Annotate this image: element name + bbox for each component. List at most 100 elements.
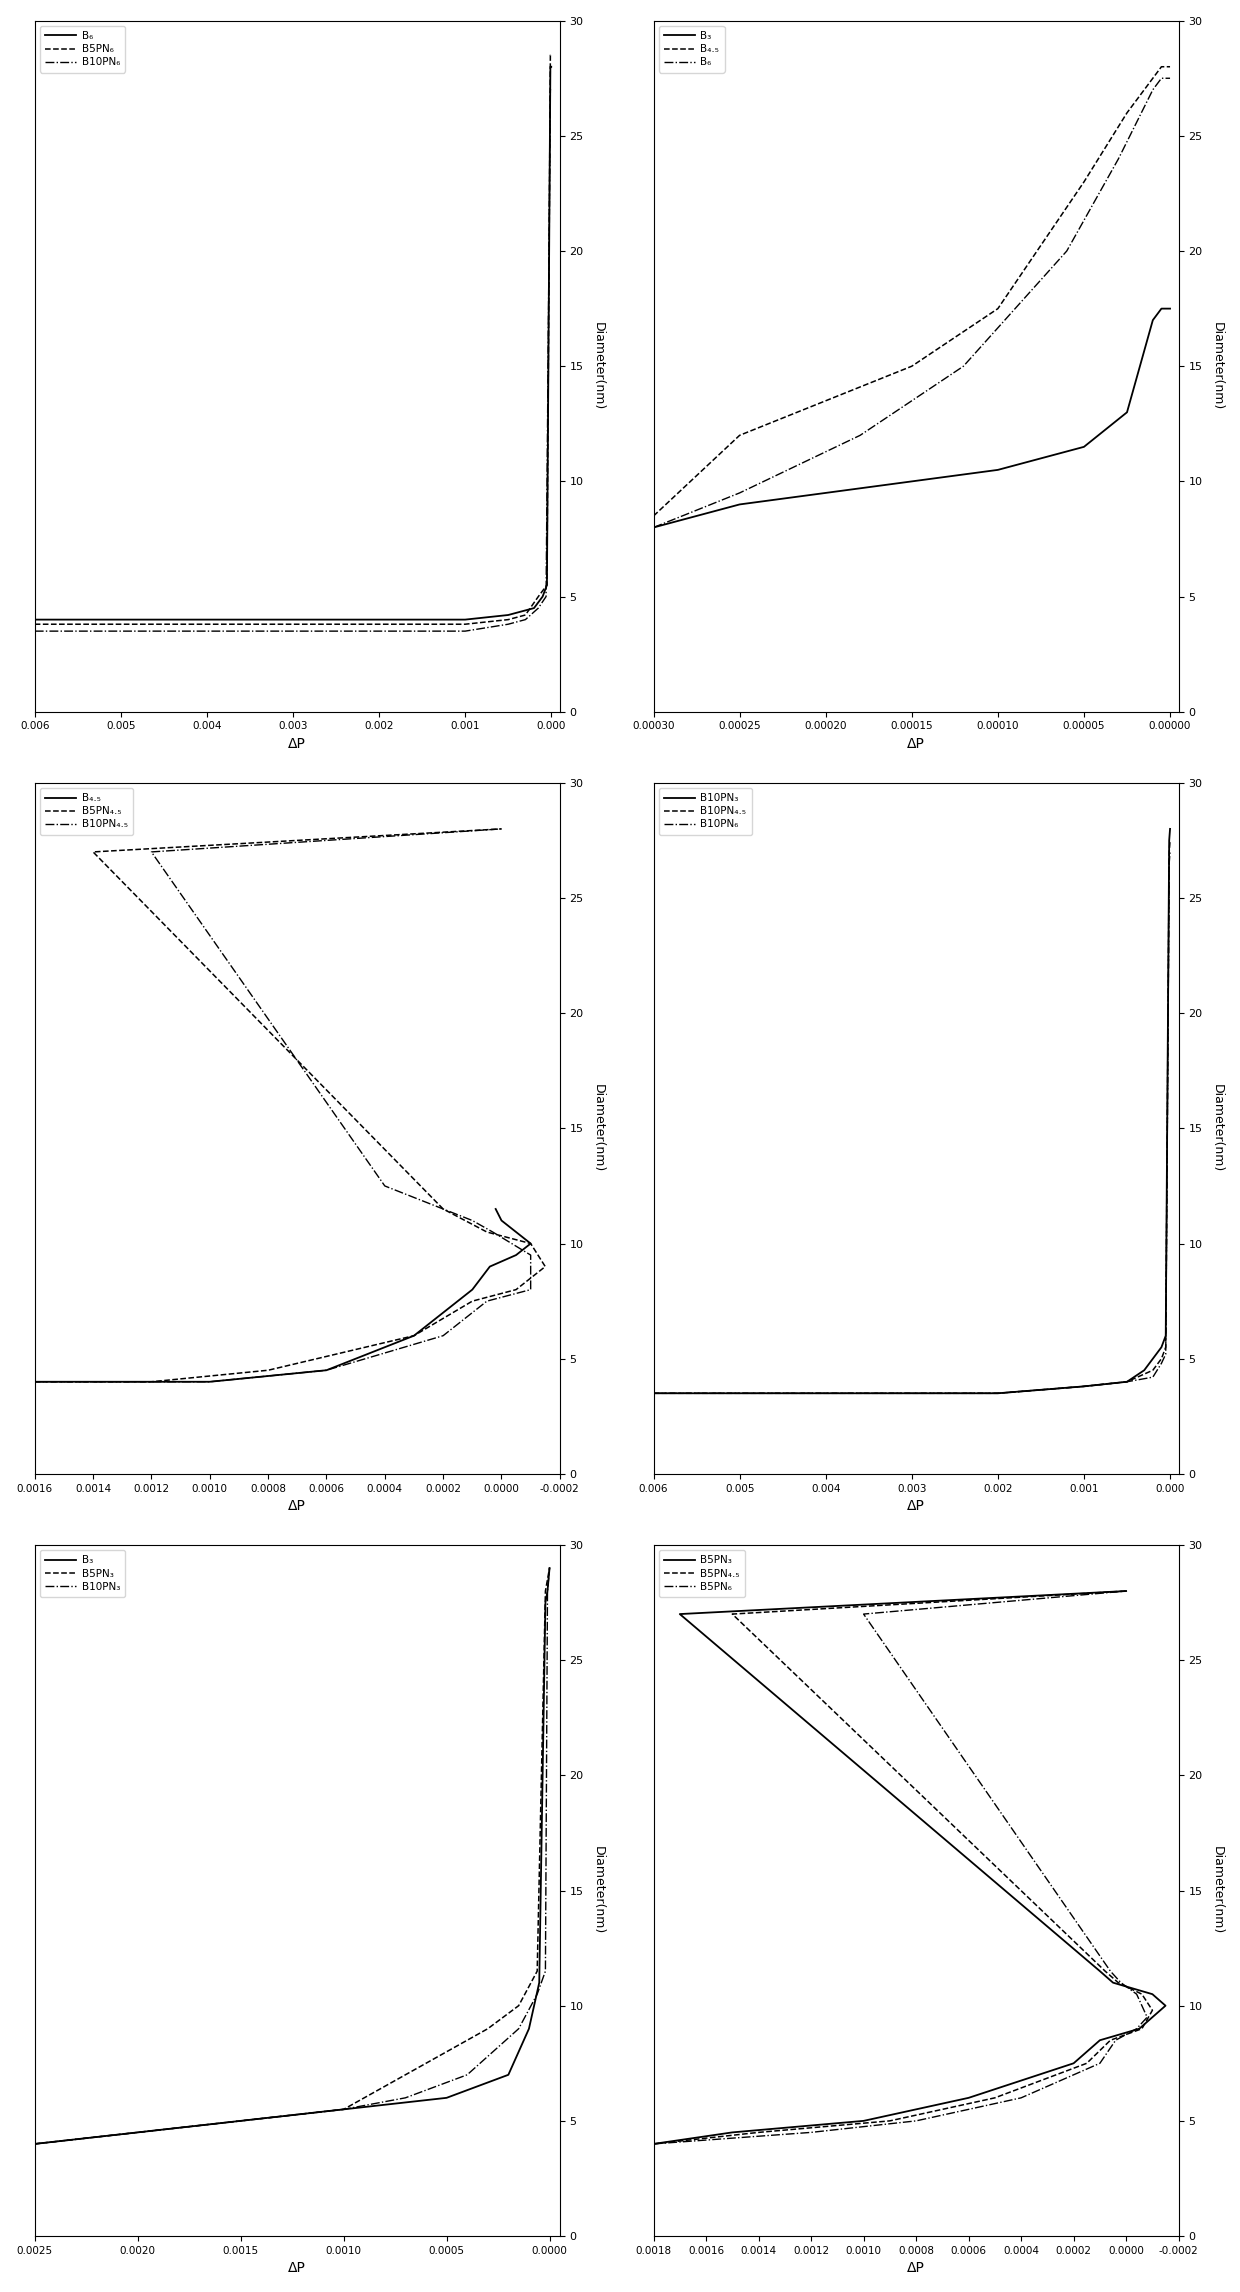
B10PN₄.₅: [732, 1380, 746, 1407]
B10PN₃: [511, 2015, 526, 2042]
B₆: [853, 422, 868, 449]
B10PN₃: [818, 1380, 833, 1407]
B₃: [233, 2106, 248, 2134]
B5PN₄.₅: [86, 839, 100, 866]
B10PN₆: [904, 1380, 919, 1407]
B₃: [541, 1577, 556, 1604]
B10PN₄.₅: [1158, 1334, 1173, 1361]
B10PN₃: [1137, 1357, 1152, 1384]
B₃: [646, 513, 661, 541]
Legend: B₃, B5PN₃, B10PN₃: B₃, B5PN₃, B10PN₃: [40, 1549, 125, 1598]
B10PN₄.₅: [485, 1219, 500, 1247]
B5PN₆: [1140, 2003, 1154, 2031]
Line: B10PN₆: B10PN₆: [35, 89, 552, 630]
B5PN₄.₅: [480, 1219, 495, 1247]
Line: B10PN₃: B10PN₃: [653, 830, 1171, 1394]
B5PN₃: [1092, 2026, 1107, 2054]
B5PN₆: [1102, 1957, 1117, 1985]
B5PN₆: [646, 2129, 661, 2157]
B₃: [1163, 296, 1178, 323]
B10PN₄.₅: [319, 1357, 334, 1384]
B10PN₆: [543, 76, 558, 103]
B10PN₄.₅: [1076, 1373, 1091, 1400]
B₄.₅: [732, 422, 746, 449]
Line: B10PN₃: B10PN₃: [35, 1568, 549, 2143]
Y-axis label: Diameter(nm): Diameter(nm): [1210, 1084, 1224, 1174]
B10PN₃: [1162, 827, 1177, 855]
B5PN₃: [480, 2015, 495, 2042]
Line: B5PN₄.₅: B5PN₄.₅: [653, 1591, 1152, 2143]
B₄.₅: [144, 1368, 159, 1396]
B10PN₆: [732, 1380, 746, 1407]
B₆: [458, 605, 472, 633]
X-axis label: ΔP: ΔP: [908, 1499, 925, 1513]
B₃: [541, 1565, 556, 1593]
B10PN₆: [1162, 850, 1177, 878]
B10PN₃: [541, 1565, 556, 1593]
B₆: [732, 479, 746, 507]
B10PN₆: [531, 594, 546, 621]
Line: B₆: B₆: [653, 78, 1171, 527]
B5PN₃: [542, 1554, 557, 1581]
B₃: [538, 1588, 553, 1616]
B5PN₄.₅: [987, 2083, 1002, 2111]
B5PN₃: [529, 1957, 544, 1985]
B10PN₄.₅: [1163, 827, 1178, 855]
B5PN₆: [200, 610, 215, 637]
B₆: [956, 353, 971, 380]
B10PN₆: [538, 582, 553, 610]
B10PN₃: [1120, 1368, 1135, 1396]
B5PN₆: [1130, 2015, 1145, 2042]
B5PN₆: [27, 610, 42, 637]
B5PN₄.₅: [1118, 1577, 1133, 1604]
Line: B₆: B₆: [35, 66, 552, 619]
B10PN₆: [1163, 839, 1178, 866]
B₄.₅: [86, 1368, 100, 1396]
B₆: [544, 53, 559, 80]
B5PN₆: [372, 610, 387, 637]
Y-axis label: Diameter(nm): Diameter(nm): [591, 323, 605, 410]
B10PN₄.₅: [1154, 1345, 1169, 1373]
B5PN₆: [113, 610, 128, 637]
B10PN₄.₅: [818, 1380, 833, 1407]
B10PN₄.₅: [646, 1380, 661, 1407]
B₃: [439, 2083, 454, 2111]
B5PN₃: [233, 2106, 248, 2134]
B5PN₆: [909, 2106, 924, 2134]
B10PN₆: [646, 1380, 661, 1407]
Legend: B10PN₃, B10PN₄.₅, B10PN₆: B10PN₃, B10PN₄.₅, B10PN₆: [658, 788, 751, 834]
B₆: [646, 513, 661, 541]
Line: B₃: B₃: [35, 1568, 549, 2143]
B₄.₅: [1120, 99, 1135, 126]
B5PN₃: [1158, 1992, 1173, 2019]
B10PN₃: [1163, 816, 1178, 843]
B₄.₅: [489, 1194, 503, 1222]
B5PN₃: [961, 2083, 976, 2111]
B10PN₆: [1154, 1350, 1169, 1377]
B₆: [285, 605, 300, 633]
Y-axis label: Diameter(nm): Diameter(nm): [1210, 1847, 1224, 1934]
X-axis label: ΔP: ΔP: [289, 738, 306, 752]
B10PN₆: [372, 617, 387, 644]
B10PN₃: [904, 1380, 919, 1407]
Line: B₄.₅: B₄.₅: [653, 66, 1171, 516]
B5PN₄.₅: [751, 2118, 766, 2145]
B10PN₄.₅: [523, 1277, 538, 1304]
B5PN₆: [543, 41, 558, 69]
B₆: [200, 605, 215, 633]
B₄.₅: [523, 1231, 538, 1258]
B5PN₄.₅: [1135, 1980, 1149, 2008]
X-axis label: ΔP: ΔP: [289, 2262, 306, 2276]
Y-axis label: Diameter(nm): Diameter(nm): [1210, 323, 1224, 410]
X-axis label: ΔP: ΔP: [908, 738, 925, 752]
Line: B5PN₃: B5PN₃: [653, 1591, 1166, 2143]
B10PN₃: [233, 2106, 248, 2134]
B₆: [543, 53, 558, 80]
B5PN₃: [1145, 1980, 1159, 2008]
B₄.₅: [508, 1242, 523, 1270]
B₆: [1154, 64, 1169, 92]
B10PN₃: [460, 2061, 475, 2088]
B₃: [818, 479, 833, 507]
B₃: [532, 1969, 547, 1996]
B10PN₆: [285, 617, 300, 644]
